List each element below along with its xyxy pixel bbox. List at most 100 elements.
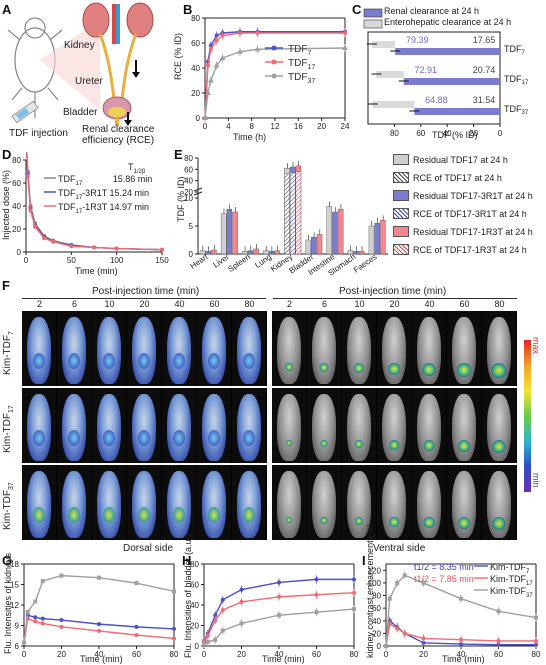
chart-g-xlabel: Time (min) (80, 654, 123, 664)
mouse-image (197, 465, 232, 540)
rce-bar (295, 171, 302, 255)
chart-c-legend-entero: Enterohepatic clearance at 24 h (384, 17, 512, 27)
x-tick-label: 40 (443, 129, 452, 138)
x-tick-label: 20 (419, 650, 428, 659)
signal-spot (320, 517, 328, 525)
renal-bar (414, 108, 500, 115)
chart-h: 0 20 40 60 80 0 20 40 60 80 (190, 560, 359, 659)
series-line-3 (385, 574, 537, 647)
time-label: 20 (389, 299, 400, 309)
data-point (352, 607, 356, 612)
y-tick-label: 60 (190, 581, 199, 590)
series-line-1 (203, 578, 354, 642)
mouse-image (92, 311, 127, 386)
data-point (25, 609, 30, 614)
x-tick-label: 80 (170, 650, 179, 659)
mouse-image (92, 388, 127, 463)
chart-b-ylabel: RCE (% ID) (173, 33, 183, 80)
mouse-image (127, 388, 162, 463)
bar (199, 250, 206, 255)
data-point (69, 244, 74, 249)
panel-label-a: A (2, 2, 12, 17)
mouse-image (57, 465, 92, 540)
signal-spot (208, 353, 220, 369)
x-tick-label: 40 (457, 650, 466, 659)
data-point (172, 636, 176, 641)
y-tick-label: 20 (190, 622, 199, 631)
y-tick-label: 40 (372, 617, 381, 626)
axis-break (193, 187, 203, 192)
mouse-body (202, 471, 226, 538)
y-tick-label: 40 (191, 64, 200, 73)
x-tick-label: 60 (416, 129, 425, 138)
chart-b-legend-1: TDF7 (288, 44, 312, 57)
chart-e-ylabel: TDF (% ID) (176, 176, 186, 223)
mouse-image (447, 465, 482, 540)
chart-c-xlabel: TDF (% ID) (432, 130, 478, 140)
signal-spot (33, 353, 45, 369)
mouse-body (347, 394, 371, 461)
bar (205, 250, 212, 255)
mouse-image (22, 465, 57, 540)
y-tick-label: 0 (196, 114, 201, 123)
signal-spot (354, 440, 364, 449)
signal-spot (458, 440, 470, 452)
mouse-image (272, 311, 307, 386)
data-point (421, 640, 426, 645)
y-tick-label: 9 (15, 622, 20, 631)
chart-b-legend-3: TDF37 (288, 72, 316, 85)
f-times-right: 2 6 10 20 40 60 80 (272, 299, 520, 311)
chart-d-t-header: T1/2β (128, 162, 146, 175)
data-point (59, 573, 64, 578)
signal-spot (319, 363, 329, 373)
mouse-image (412, 388, 447, 463)
series-line-2 (204, 32, 345, 119)
y-tick-label: 20 (12, 225, 21, 234)
bar (268, 250, 275, 255)
signal-spot (173, 430, 185, 446)
mouse-body (417, 394, 441, 461)
x-tick-label: 40 (95, 650, 104, 659)
y-tick-label: 60 (191, 39, 200, 48)
x-tick-label: 80 (390, 129, 399, 138)
mouse-image (232, 311, 267, 386)
legend-label: Residual TDF17-1R3T at 24 h (413, 226, 533, 237)
mouse-image (412, 311, 447, 386)
renal-bar (403, 78, 500, 85)
bar (220, 213, 227, 255)
signal-spot (103, 507, 115, 523)
y-tick-label: 10 (184, 194, 193, 203)
kidney-label: Kidney (64, 40, 95, 51)
signal-spot (492, 517, 506, 531)
mouse-image (447, 388, 482, 463)
mouse-image (377, 311, 412, 386)
signal-spot (68, 507, 80, 523)
data-point (172, 589, 176, 594)
data-point (314, 610, 319, 615)
data-point (352, 577, 356, 582)
data-point (214, 33, 219, 38)
legend-item-1: Residual TDF17 at 24 h (393, 154, 508, 165)
chart-g-ylabel: Flu. Intensities of kidneys (3, 552, 13, 654)
mouse-body (277, 471, 301, 538)
y-tick-label: 6 (15, 642, 20, 651)
y-tick-label: 12 (10, 601, 19, 610)
legend-label: Residual TDF17 at 24 h (413, 154, 508, 165)
y-tick-label: 80 (12, 156, 21, 165)
data-point (352, 590, 356, 595)
y-tick-label: 80 (191, 14, 200, 23)
legend-label: RCE of TDF17 at 24 h (413, 172, 502, 183)
data-point (205, 633, 210, 638)
legend-item-5: Residual TDF17-1R3T at 24 h (393, 226, 533, 237)
data-point (220, 628, 225, 633)
data-point (205, 639, 210, 644)
mouse-body (62, 317, 86, 384)
mouse-body (202, 317, 226, 384)
chart-d: 0 20 40 60 80 0 50 100 150 (12, 152, 169, 265)
time-label: 10 (104, 299, 115, 309)
panel-label-f: F (2, 278, 10, 293)
bar (253, 248, 259, 255)
y-tick-label: 0 (377, 642, 382, 651)
panel-label-h: H (182, 553, 192, 568)
x-tick-label: 20 (469, 129, 478, 138)
